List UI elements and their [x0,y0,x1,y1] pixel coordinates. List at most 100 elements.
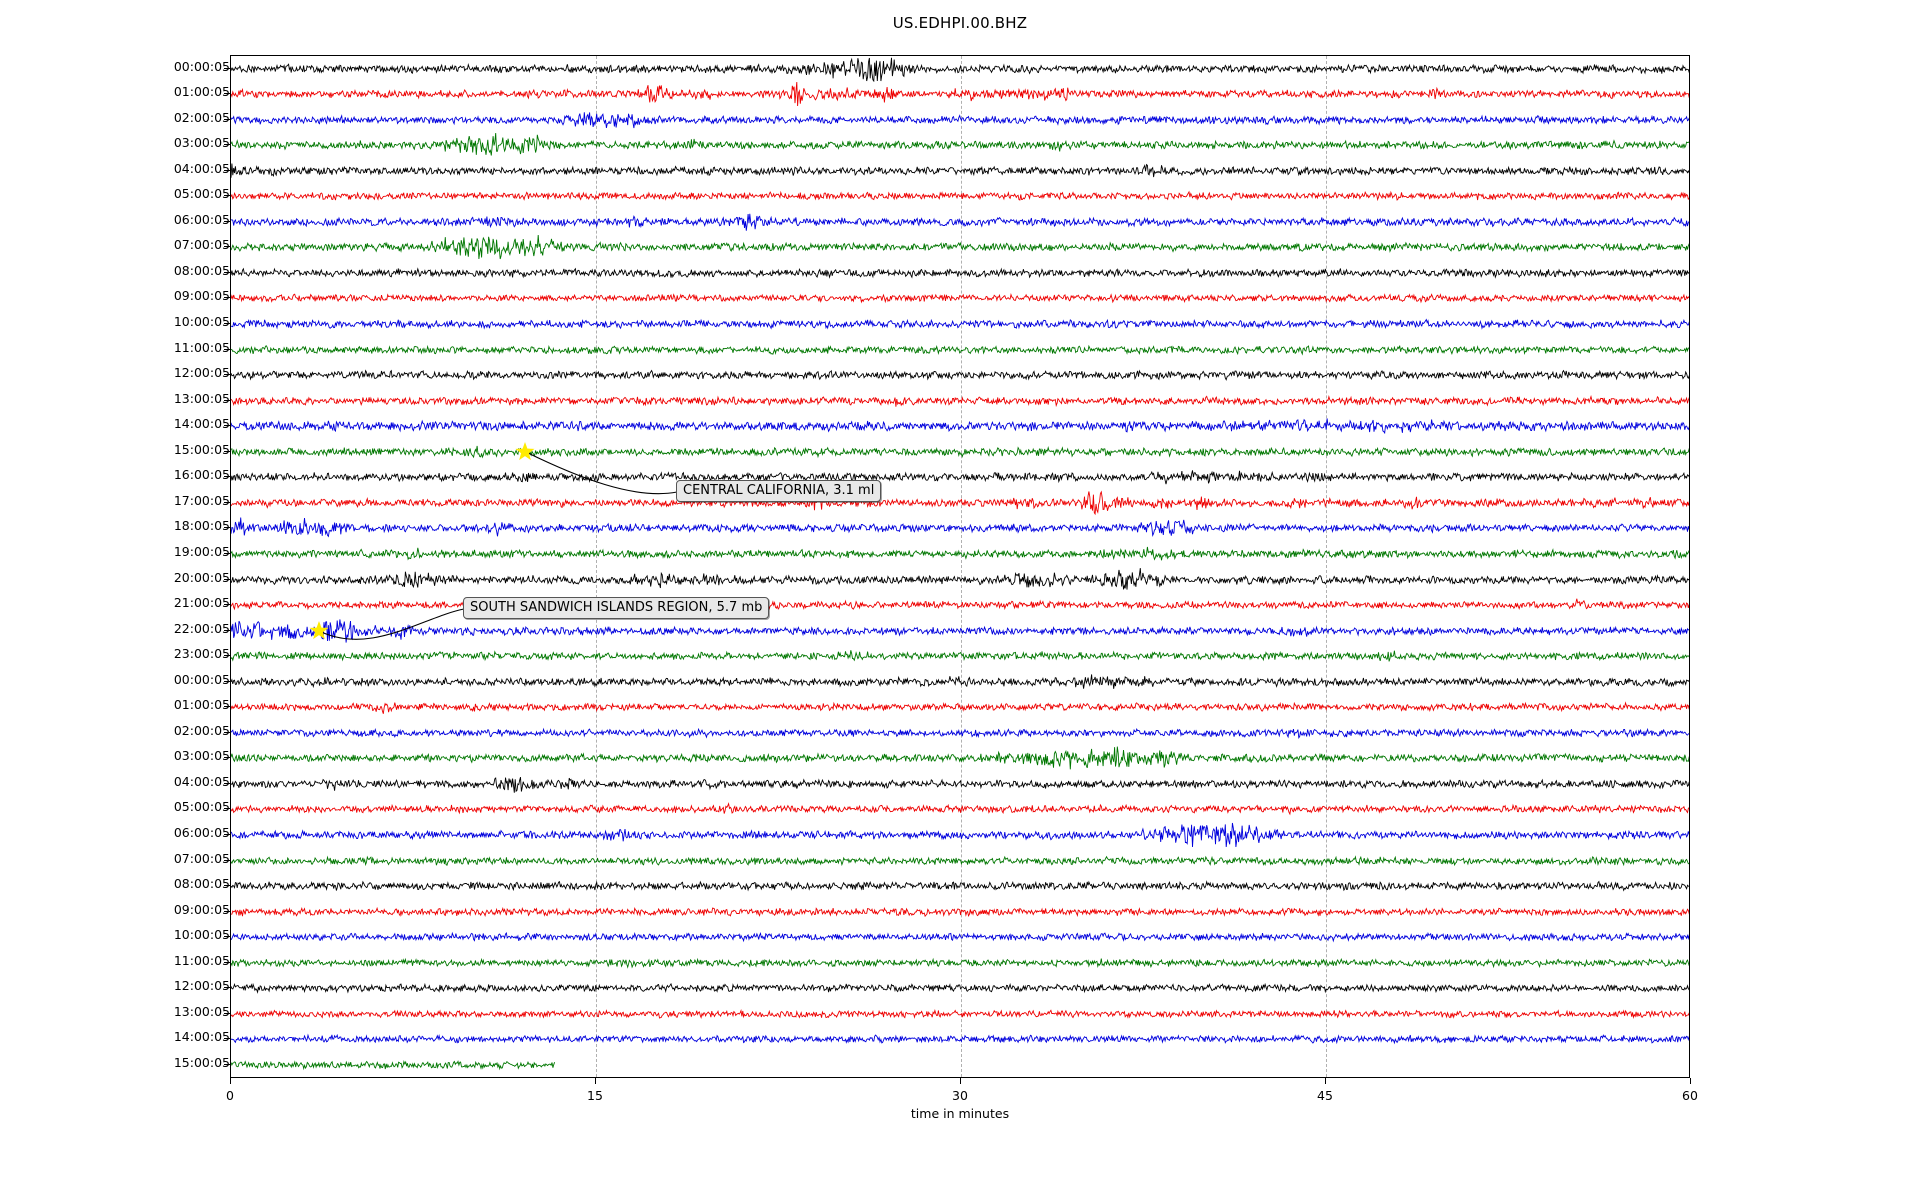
y-tick-label: 20:00:05 [173,569,230,585]
y-tick-label: 12:00:05 [173,365,230,381]
trace-row [231,541,1690,567]
y-tick-label: 09:00:05 [173,901,230,917]
y-tick-label: 07:00:05 [173,850,230,866]
y-tick-mark [224,655,230,657]
y-tick-label: 15:00:05 [173,441,230,457]
x-tick-label: 45 [1317,1088,1333,1103]
trace-row [231,1052,1690,1078]
y-tick-mark [224,1012,230,1014]
y-tick-label: 19:00:05 [173,543,230,559]
y-tick-label: 10:00:05 [173,927,230,943]
y-tick-mark [224,757,230,759]
y-tick-mark [224,425,230,427]
y-tick-mark [224,604,230,606]
y-tick-mark [224,374,230,376]
trace-row [231,975,1690,1001]
y-tick-label: 14:00:05 [173,1029,230,1045]
y-tick-mark [224,323,230,324]
trace-row [231,618,1690,644]
y-tick-mark [224,195,230,197]
y-tick-mark [224,67,230,69]
y-tick-label: 06:00:05 [173,211,230,227]
trace-row [231,796,1690,822]
x-tick-mark [960,1078,961,1084]
y-tick-mark [224,476,230,478]
trace-row [231,515,1690,541]
y-tick-mark [224,93,230,95]
gridline-45 [1326,56,1327,1077]
y-tick-label: 11:00:05 [173,952,230,968]
y-tick-mark [224,782,230,784]
x-tick-label: 15 [587,1088,603,1103]
y-tick-label: 13:00:05 [173,390,230,406]
trace-row [231,899,1690,925]
trace-row [231,337,1690,363]
y-tick-label: 07:00:05 [173,237,230,253]
trace-row [231,720,1690,746]
gridline-15 [596,56,597,1077]
y-tick-mark [224,399,230,401]
trace-row [231,1001,1690,1027]
y-tick-mark [224,527,230,529]
y-tick-label: 01:00:05 [173,84,230,100]
y-tick-label: 02:00:05 [173,722,230,738]
y-tick-label: 09:00:05 [173,288,230,304]
y-tick-mark [224,1038,230,1040]
plot-area [230,55,1690,1078]
y-tick-mark [224,220,230,222]
event-annotation-label[interactable]: SOUTH SANDWICH ISLANDS REGION, 5.7 mb [463,597,770,619]
trace-row [231,950,1690,976]
y-tick-label: 14:00:05 [173,416,230,432]
trace-row [231,388,1690,414]
gridline-30 [961,56,962,1077]
event-annotation-label[interactable]: CENTRAL CALIFORNIA, 3.1 ml [676,480,882,502]
trace-row [231,311,1690,337]
y-tick-mark [224,118,230,120]
trace-row [231,132,1690,158]
trace-row [231,183,1690,209]
y-tick-mark [224,578,230,580]
y-tick-label: 03:00:05 [173,748,230,764]
trace-row [231,669,1690,695]
x-tick-mark [1690,1078,1691,1084]
y-tick-label: 02:00:05 [173,109,230,125]
trace-row [231,413,1690,439]
y-tick-label: 04:00:05 [173,160,230,176]
trace-row [231,643,1690,669]
trace-row [231,56,1690,82]
earthquake-star-marker[interactable] [308,620,330,642]
y-tick-mark [224,271,230,273]
y-tick-label: 22:00:05 [173,620,230,636]
y-tick-mark [224,1063,230,1065]
page-title: US.EDHPI.00.BHZ [892,14,1028,32]
y-tick-mark [224,961,230,963]
y-tick-label: 13:00:05 [173,1003,230,1019]
y-tick-label: 05:00:05 [173,186,230,202]
y-tick-label: 01:00:05 [173,697,230,713]
y-tick-mark [224,834,230,835]
trace-row [231,439,1690,465]
trace-row [231,490,1690,516]
y-tick-mark [224,859,230,861]
y-axis: 00:00:05 01:00:05 02:00:05 03:00:05 04:00:05… [126,0,230,1200]
trace-row [231,260,1690,286]
y-tick-mark [224,501,230,503]
y-tick-mark [224,808,230,810]
trace-row [231,873,1690,899]
y-tick-label: 08:00:05 [173,876,230,892]
y-tick-label: 10:00:05 [173,314,230,329]
earthquake-star-marker[interactable] [514,441,536,463]
trace-row [231,81,1690,107]
trace-row [231,567,1690,593]
y-tick-mark [224,987,230,989]
trace-row [231,158,1690,184]
y-tick-label: 12:00:05 [173,978,230,994]
trace-row [231,924,1690,950]
y-tick-label: 11:00:05 [173,339,230,355]
x-axis-label: time in minutes [910,1106,1010,1121]
trace-row [231,822,1690,848]
trace-row [231,1026,1690,1052]
y-tick-mark [224,450,230,452]
trace-row [231,694,1690,720]
